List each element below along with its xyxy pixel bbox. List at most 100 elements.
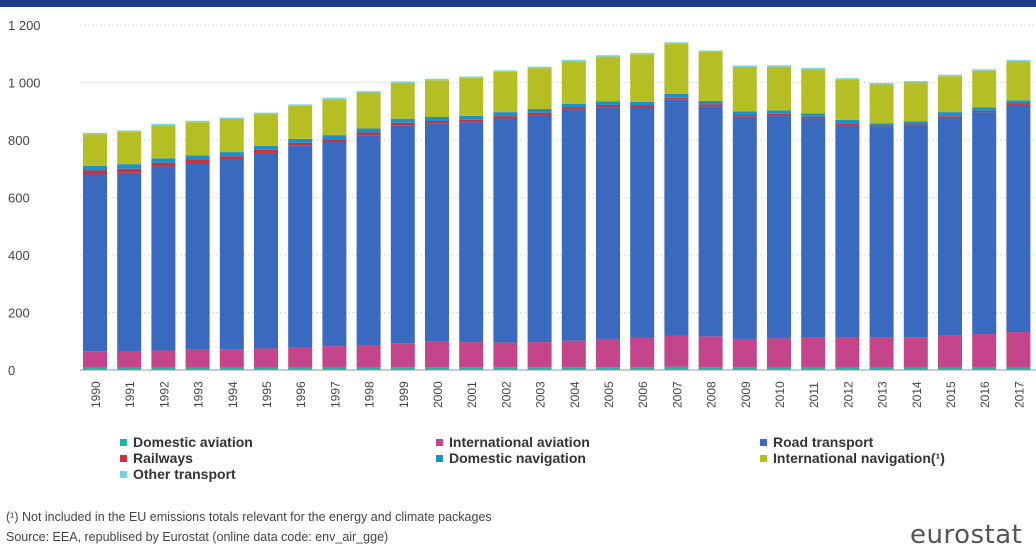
bar-segment-road-transport bbox=[288, 145, 313, 347]
bar-segment-other-transport bbox=[972, 69, 997, 71]
bar-segment-other-transport bbox=[83, 132, 107, 135]
bar-segment-railways bbox=[459, 119, 484, 123]
legend-label: Other transport bbox=[133, 466, 236, 482]
bar-segment-domestic-navigation bbox=[219, 152, 244, 157]
x-tick-label: 2004 bbox=[568, 381, 582, 408]
bar-segment-other-transport bbox=[561, 59, 586, 62]
x-tick-label: 1994 bbox=[226, 381, 240, 408]
bar-segment-international-aviation bbox=[938, 335, 962, 368]
legend-label: Railways bbox=[133, 450, 193, 466]
bar-segment-domestic-aviation bbox=[254, 367, 278, 370]
bar-segment-international-aviation bbox=[322, 346, 347, 368]
bar-segment-railways bbox=[493, 116, 518, 119]
bar-segment-domestic-navigation bbox=[459, 115, 484, 120]
bar-segment-railways bbox=[322, 139, 347, 143]
source-note: Source: EEA, republised by Eurostat (onl… bbox=[6, 530, 389, 544]
bar-segment-domestic-navigation bbox=[254, 145, 278, 150]
bar-segment-domestic-aviation bbox=[903, 367, 928, 370]
x-tick-label: 2007 bbox=[670, 381, 684, 408]
bar-segment-domestic-navigation bbox=[732, 111, 757, 115]
bar-segment-road-transport bbox=[596, 107, 620, 339]
bar-segment-international-aviation bbox=[698, 336, 723, 368]
legend-swatch bbox=[436, 454, 443, 462]
y-tick-label: 1 000 bbox=[8, 76, 41, 91]
bar-segment-international-navigation bbox=[185, 122, 210, 156]
bar-segment-international-aviation bbox=[630, 337, 655, 368]
bar-segment-other-transport bbox=[356, 91, 381, 93]
bar-segment-road-transport bbox=[151, 166, 176, 351]
bar-segment-domestic-navigation bbox=[903, 121, 928, 125]
bar-segment-international-navigation bbox=[903, 82, 928, 122]
bar-segment-road-transport bbox=[869, 127, 894, 338]
bar-segment-domestic-navigation bbox=[151, 158, 176, 163]
bar-segment-domestic-aviation bbox=[83, 367, 107, 370]
y-tick-label: 1 200 bbox=[8, 18, 41, 33]
bar-segment-international-navigation bbox=[835, 79, 860, 120]
bar-segment-international-navigation bbox=[390, 82, 415, 119]
x-tick-label: 2016 bbox=[978, 381, 992, 408]
legend-label: Domestic aviation bbox=[133, 434, 253, 450]
bar-segment-railways bbox=[630, 105, 655, 108]
legend-item: International navigation(¹) bbox=[760, 450, 945, 466]
bar-segment-railways bbox=[390, 122, 415, 126]
legend-swatch bbox=[436, 438, 443, 446]
x-tick-label: 2017 bbox=[1012, 381, 1026, 408]
bar-segment-other-transport bbox=[732, 65, 757, 67]
bar-segment-international-aviation bbox=[185, 349, 210, 368]
bar-segment-other-transport bbox=[459, 76, 484, 78]
bar-segment-road-transport bbox=[561, 109, 586, 341]
bar-segment-international-aviation bbox=[459, 342, 484, 368]
bar-segment-domestic-navigation bbox=[185, 155, 210, 160]
x-tick-label: 2003 bbox=[534, 381, 548, 408]
bar-segment-domestic-aviation bbox=[801, 367, 826, 370]
bar-segment-international-aviation bbox=[390, 343, 415, 368]
bar-segment-domestic-aviation bbox=[1006, 367, 1031, 370]
bar-segment-international-navigation bbox=[664, 43, 689, 94]
bar-segment-road-transport bbox=[117, 172, 142, 352]
bar-segment-international-aviation bbox=[767, 338, 791, 368]
bar-segment-international-navigation bbox=[219, 119, 244, 153]
bar-segment-domestic-navigation bbox=[390, 118, 415, 123]
legend-swatch bbox=[120, 454, 127, 462]
x-tick-label: 1997 bbox=[328, 381, 342, 408]
bar-segment-international-navigation bbox=[938, 76, 962, 113]
bar-segment-road-transport bbox=[356, 135, 381, 345]
x-tick-label: 2002 bbox=[499, 381, 513, 408]
bar-segment-international-aviation bbox=[801, 337, 826, 368]
axes: 0 200 400 600 800 1 000 1 200 1990 1991 1992 1993 1… bbox=[8, 18, 1036, 408]
bar-segment-domestic-navigation bbox=[117, 164, 142, 169]
bar-segment-domestic-aviation bbox=[835, 367, 860, 370]
x-tick-label: 2006 bbox=[636, 381, 650, 408]
bar-segment-domestic-aviation bbox=[698, 367, 723, 370]
legend-item: Railways bbox=[120, 450, 193, 466]
bar-segment-international-navigation bbox=[767, 66, 791, 111]
x-tick-label: 1995 bbox=[260, 381, 274, 408]
bar-segment-domestic-aviation bbox=[322, 367, 347, 370]
x-tick-label: 2011 bbox=[807, 382, 821, 408]
bar-segment-domestic-aviation bbox=[117, 367, 142, 370]
bar-segment-international-aviation bbox=[254, 348, 278, 368]
x-tick-label: 1996 bbox=[294, 381, 308, 408]
bar-segment-road-transport bbox=[322, 142, 347, 347]
y-tick-label: 200 bbox=[8, 306, 30, 321]
bar-segment-railways bbox=[117, 168, 142, 173]
x-tick-label: 1998 bbox=[363, 381, 377, 408]
bar-segment-domestic-aviation bbox=[664, 366, 689, 370]
bar-segment-international-navigation bbox=[630, 54, 655, 102]
bar-segment-international-aviation bbox=[903, 337, 928, 368]
bars bbox=[83, 42, 1031, 370]
bar-segment-domestic-aviation bbox=[151, 367, 176, 370]
bar-segment-other-transport bbox=[938, 74, 962, 77]
bar-segment-railways bbox=[219, 156, 244, 160]
bar-segment-road-transport bbox=[219, 159, 244, 350]
bar-segment-railways bbox=[972, 110, 997, 113]
bar-segment-railways bbox=[903, 124, 928, 126]
bar-segment-domestic-navigation bbox=[493, 112, 518, 117]
x-tick-label: 2008 bbox=[705, 381, 719, 408]
bar-segment-other-transport bbox=[185, 120, 210, 123]
legend-swatch bbox=[760, 438, 767, 446]
legend-item: Other transport bbox=[120, 466, 236, 482]
bar-segment-domestic-aviation bbox=[561, 367, 586, 370]
bar-segment-international-aviation bbox=[219, 349, 244, 368]
bar-segment-other-transport bbox=[425, 78, 449, 81]
